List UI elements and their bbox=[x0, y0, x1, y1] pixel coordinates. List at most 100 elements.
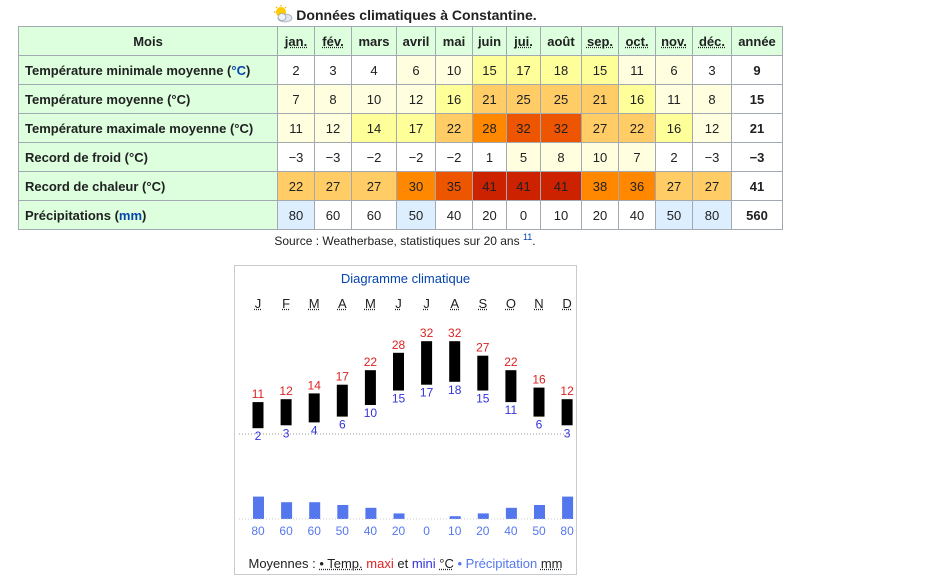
min-temp-label: 4 bbox=[311, 423, 318, 437]
table-cell: 16 bbox=[618, 84, 656, 114]
min-temp-label: 3 bbox=[283, 426, 290, 440]
table-cell: 32 bbox=[506, 113, 541, 143]
diagram-month-letter[interactable]: J bbox=[254, 296, 262, 311]
table-cell: 2 bbox=[655, 142, 693, 172]
diagram-title: Diagramme climatique bbox=[340, 271, 471, 286]
precip-label: 20 bbox=[476, 524, 490, 538]
year-cell: −3 bbox=[731, 142, 783, 172]
table-cell: 2 bbox=[277, 55, 315, 85]
min-temp-label: 15 bbox=[476, 392, 490, 406]
temperature-bar bbox=[364, 370, 376, 405]
month-label: jan. bbox=[284, 33, 308, 49]
diagram-month-letter[interactable]: J bbox=[395, 296, 402, 311]
table-cell: −2 bbox=[351, 142, 397, 172]
month-label: déc. bbox=[698, 33, 725, 49]
month-header[interactable]: nov. bbox=[655, 26, 693, 56]
source-ref-link[interactable]: 11 bbox=[522, 232, 533, 242]
precip-label: 0 bbox=[423, 524, 430, 538]
legend-prefix: Moyennes : bbox=[248, 556, 320, 571]
table-cell: 20 bbox=[581, 200, 619, 230]
row-label-end: ) bbox=[245, 62, 251, 78]
max-temp-label: 32 bbox=[420, 326, 434, 340]
max-temp-label: 27 bbox=[476, 341, 490, 355]
temperature-bar bbox=[336, 384, 348, 417]
table-cell: 3 bbox=[692, 55, 732, 85]
diagram-month-letter[interactable]: N bbox=[534, 296, 544, 311]
table-cell: 27 bbox=[581, 113, 619, 143]
month-header[interactable]: oct. bbox=[618, 26, 656, 56]
month-label: jui. bbox=[514, 33, 533, 49]
table-cell: 80 bbox=[692, 200, 732, 230]
table-cell: 1 bbox=[472, 142, 507, 172]
table-cell: 60 bbox=[351, 200, 397, 230]
temperature-bar bbox=[561, 399, 573, 426]
min-temp-label: 18 bbox=[448, 383, 462, 397]
month-header[interactable]: fév. bbox=[314, 26, 352, 56]
table-cell: 8 bbox=[692, 84, 732, 114]
precip-label: 10 bbox=[448, 524, 462, 538]
table-cell: 27 bbox=[692, 171, 732, 201]
table-row: Température minimale moyenne (°C) 2 3 4 6 10 1… bbox=[18, 55, 783, 85]
month-header: juin bbox=[472, 26, 507, 56]
row-label: Température maximale moyenne (°C) bbox=[18, 113, 278, 143]
diagram-month-letter[interactable]: A bbox=[450, 296, 460, 311]
month-header: avril bbox=[396, 26, 436, 56]
diagram-month-letter[interactable]: D bbox=[562, 296, 572, 311]
table-cell: 27 bbox=[314, 171, 352, 201]
month-header[interactable]: jan. bbox=[277, 26, 315, 56]
legend-unit-c[interactable]: °C bbox=[439, 556, 454, 571]
row-label-text: Température moyenne (°C) bbox=[25, 91, 191, 107]
month-header[interactable]: jui. bbox=[506, 26, 541, 56]
precip-label: 80 bbox=[560, 524, 574, 538]
diagram-month-letter[interactable]: A bbox=[337, 296, 347, 311]
diagram-month-letter[interactable]: F bbox=[282, 296, 291, 311]
table-cell: 10 bbox=[581, 142, 619, 172]
temperature-bar bbox=[421, 341, 433, 385]
month-label: oct. bbox=[625, 33, 649, 49]
table-cell: −2 bbox=[396, 142, 436, 172]
min-temp-label: 10 bbox=[364, 406, 378, 420]
month-header[interactable]: sep. bbox=[581, 26, 619, 56]
table-cell: 11 bbox=[655, 84, 693, 114]
legend-unit-mm[interactable]: mm bbox=[540, 556, 563, 571]
legend-maxi: maxi bbox=[366, 556, 394, 571]
diagram-month-letter[interactable]: M bbox=[308, 296, 320, 311]
table-cell: 12 bbox=[314, 113, 352, 143]
unit-link[interactable]: °C bbox=[231, 62, 246, 78]
temperature-bar bbox=[449, 341, 461, 382]
min-temp-label: 3 bbox=[564, 426, 571, 440]
max-temp-label: 22 bbox=[504, 355, 518, 369]
max-temp-label: 32 bbox=[448, 326, 462, 340]
row-label-text: Record de chaleur (°C) bbox=[25, 178, 166, 194]
table-row: Température moyenne (°C) 7 8 10 12 16 21 25 25 21… bbox=[18, 84, 783, 114]
precip-bar bbox=[505, 507, 517, 519]
precip-label: 20 bbox=[392, 524, 406, 538]
diagram-month-letter[interactable]: S bbox=[478, 296, 488, 311]
unit-link[interactable]: mm bbox=[118, 207, 143, 223]
diagram-month-letter[interactable]: M bbox=[364, 296, 376, 311]
table-cell: 14 bbox=[351, 113, 397, 143]
precip-label: 50 bbox=[336, 524, 350, 538]
table-cell: 12 bbox=[692, 113, 732, 143]
climate-table: Mois jan. fév. mars avril mai juin jui. août sep… bbox=[18, 26, 783, 230]
table-cell: 60 bbox=[314, 200, 352, 230]
temperature-bar bbox=[505, 370, 517, 403]
row-label-text: Température minimale moyenne ( bbox=[25, 62, 232, 78]
legend-temp[interactable]: • Temp. bbox=[319, 556, 363, 571]
table-cell: 50 bbox=[396, 200, 436, 230]
table-cell: 20 bbox=[472, 200, 507, 230]
table-cell: −3 bbox=[692, 142, 732, 172]
table-cell: −3 bbox=[314, 142, 352, 172]
max-temp-label: 11 bbox=[252, 387, 265, 401]
table-cell: 30 bbox=[396, 171, 436, 201]
year-cell: 15 bbox=[731, 84, 783, 114]
table-cell: 12 bbox=[396, 84, 436, 114]
row-label: Température minimale moyenne (°C) bbox=[18, 55, 278, 85]
month-header[interactable]: déc. bbox=[692, 26, 732, 56]
legend-and: et bbox=[393, 556, 412, 571]
diagram-month-letter[interactable]: O bbox=[505, 296, 516, 311]
table-cell: 41 bbox=[472, 171, 507, 201]
table-cell: 25 bbox=[540, 84, 582, 114]
diagram-month-letter[interactable]: J bbox=[423, 296, 430, 311]
table-cell: 10 bbox=[351, 84, 397, 114]
